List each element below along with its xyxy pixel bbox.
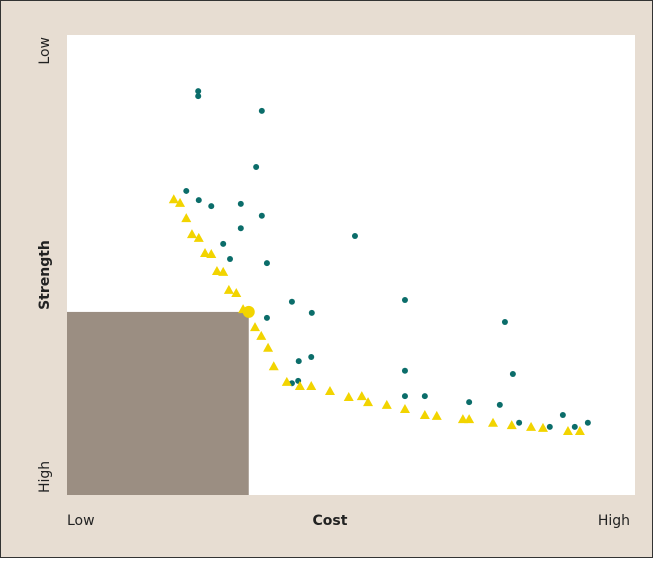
circle-point (227, 256, 234, 263)
triangle-point (399, 403, 410, 413)
circle-point (220, 240, 227, 247)
circle-point (501, 319, 508, 326)
circle-point (351, 233, 358, 240)
highlight-point (242, 305, 255, 318)
triangle-point (356, 391, 367, 401)
triangle-point (223, 284, 234, 294)
circle-point (258, 212, 265, 219)
triangle-point (363, 397, 374, 407)
circle-point (258, 107, 265, 114)
triangle-point (306, 380, 317, 390)
triangle-point (231, 288, 242, 298)
triangle-point (206, 248, 217, 258)
x-tick-label: High (598, 513, 630, 529)
circle-point (263, 314, 270, 321)
circle-point (516, 419, 523, 426)
triangle-point (268, 361, 279, 371)
circle-point (466, 399, 473, 406)
y-tick-label: High (37, 461, 53, 493)
circle-point (571, 423, 578, 430)
triangle-point (562, 426, 573, 436)
triangle-point (324, 386, 335, 396)
circle-point (421, 393, 428, 400)
circle-point (195, 88, 202, 95)
circle-point (237, 200, 244, 207)
circle-point (308, 309, 315, 316)
y-tick-label: Low (37, 37, 53, 65)
circle-point (195, 197, 202, 204)
triangle-point (343, 392, 354, 402)
circle-point (496, 401, 503, 408)
circle-point (509, 371, 516, 378)
circle-point (559, 411, 566, 418)
triangle-point (175, 197, 186, 207)
triangle-point (168, 194, 179, 204)
circle-point (308, 354, 315, 360)
x-axis-title: Cost (313, 513, 348, 529)
highlight-region (67, 311, 249, 495)
circle-point (546, 423, 553, 430)
circle-point (195, 93, 202, 100)
circle-point (183, 187, 190, 194)
triangle-point (211, 265, 222, 275)
circle-point (237, 225, 244, 232)
triangle-point (488, 417, 498, 427)
circle-point (401, 393, 408, 400)
y-axis-title: Strength (37, 240, 53, 310)
circle-point (584, 419, 591, 426)
circle-point (253, 164, 260, 171)
triangle-point (218, 266, 229, 276)
triangle-point (281, 376, 292, 386)
triangle-point (526, 421, 537, 431)
triangle-point (537, 422, 548, 432)
triangle-point (193, 232, 204, 242)
triangle-point (250, 322, 261, 332)
circle-point (288, 298, 295, 305)
circle-point (208, 203, 215, 210)
triangle-point (181, 213, 192, 223)
triangle-point (294, 380, 305, 390)
triangle-point (256, 330, 267, 340)
triangle-point (419, 409, 430, 419)
circle-point (401, 296, 408, 303)
triangle-point (186, 229, 197, 239)
triangle-point (431, 410, 442, 420)
circle-point (263, 260, 270, 267)
circle-point (295, 358, 302, 365)
triangle-point (381, 399, 392, 409)
triangle-point (200, 248, 211, 258)
triangle-point (574, 426, 585, 436)
triangle-point (464, 414, 475, 424)
circle-point (401, 367, 408, 374)
triangle-point (506, 420, 517, 430)
x-tick-label: Low (67, 513, 95, 529)
triangle-point (263, 342, 274, 352)
